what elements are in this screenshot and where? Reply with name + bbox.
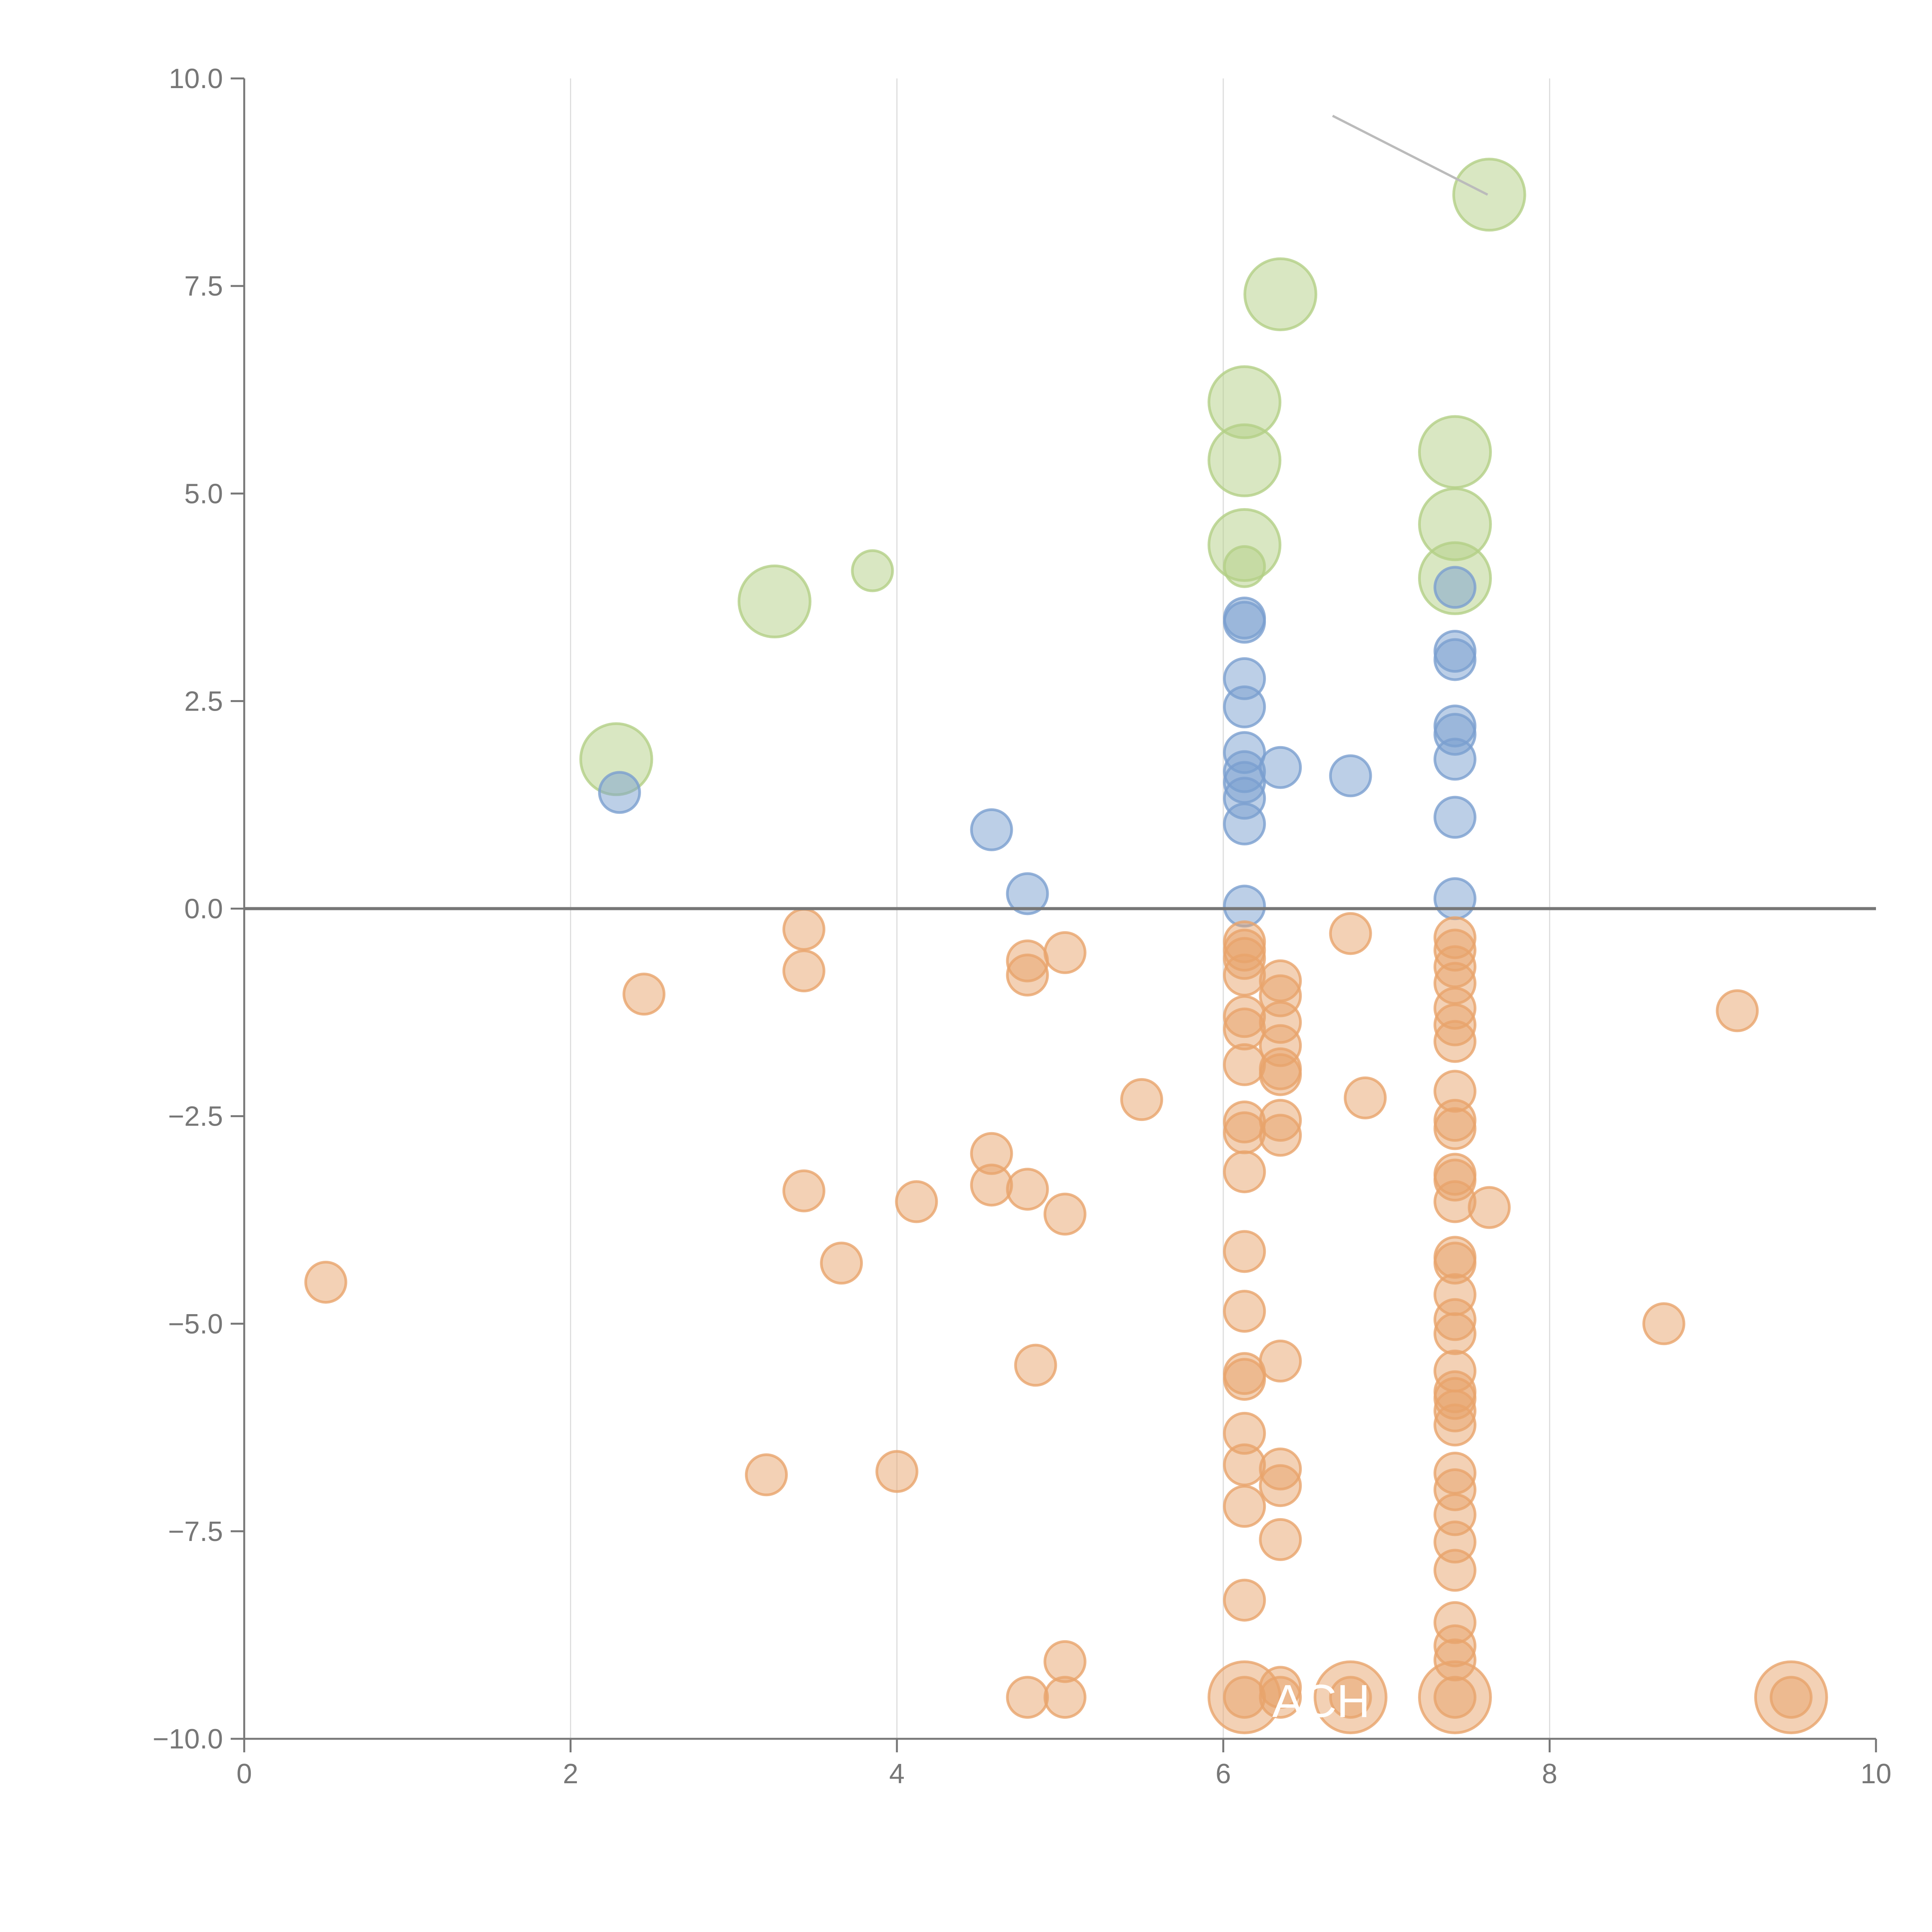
data-point-orange (782, 949, 825, 993)
x-tick-label: 4 (889, 1759, 905, 1789)
data-point-green (1223, 545, 1266, 588)
data-point-orange (1120, 1078, 1163, 1121)
data-point-orange (1259, 1114, 1302, 1157)
x-tick-label: 10 (1861, 1759, 1891, 1789)
y-tick-label: −7.5 (168, 1516, 223, 1547)
data-point-orange (895, 1180, 938, 1223)
x-tick-label: 6 (1216, 1759, 1231, 1789)
data-point-orange (1468, 1186, 1511, 1229)
data-point-blue (1223, 685, 1266, 728)
data-point-blue (1433, 566, 1476, 609)
data-point-blue (1433, 738, 1476, 781)
data-point-orange (1043, 1640, 1087, 1683)
data-point-orange (970, 1163, 1013, 1207)
data-point-blue (970, 808, 1013, 851)
data-point-orange (1259, 1053, 1302, 1096)
y-tick-label: 2.5 (184, 686, 223, 717)
data-point-orange (820, 1242, 863, 1285)
data-point-blue (1006, 872, 1049, 915)
data-point-blue (1433, 877, 1476, 920)
data-point-orange (1014, 1344, 1057, 1387)
data-point-orange (1223, 1485, 1266, 1528)
data-point-orange (782, 1169, 825, 1213)
data-point-orange (745, 1453, 788, 1497)
data-point-blue (1223, 802, 1266, 845)
data-point-green (851, 549, 894, 592)
data-point-orange (1223, 1358, 1266, 1401)
data-point-orange (875, 1450, 918, 1493)
data-point-orange (1223, 1230, 1266, 1273)
data-point-orange (1329, 912, 1372, 955)
data-point-orange (1433, 1312, 1476, 1355)
data-point-orange (1006, 953, 1049, 997)
data-point-green (737, 565, 811, 639)
y-tick-label: 10.0 (169, 63, 223, 94)
data-points (304, 158, 1828, 1735)
data-point-orange (1208, 1660, 1282, 1735)
x-tick-label: 8 (1542, 1759, 1557, 1789)
data-point-orange (1716, 989, 1759, 1032)
data-point-orange (622, 973, 666, 1016)
data-point-orange (1433, 1020, 1476, 1063)
data-point-orange (1223, 1578, 1266, 1622)
data-point-blue (1433, 796, 1476, 839)
annotation-label: ACH (1272, 1675, 1370, 1727)
x-tick-label: 2 (563, 1759, 578, 1789)
y-tick-label: 0.0 (184, 894, 223, 925)
data-point-orange (1006, 1676, 1049, 1719)
data-point-orange (1433, 1549, 1476, 1592)
data-point-orange (1259, 1464, 1302, 1507)
data-point-orange (1043, 931, 1087, 974)
leader-line (1332, 115, 1488, 196)
data-point-blue (1259, 746, 1302, 789)
data-point-orange (1223, 1443, 1266, 1486)
data-point-orange (1433, 1107, 1476, 1150)
data-point-orange (1223, 1290, 1266, 1333)
data-point-orange (782, 908, 825, 951)
data-point-orange (1418, 1660, 1492, 1735)
data-point-green (1243, 257, 1318, 332)
data-point-blue (1433, 638, 1476, 681)
data-point-blue (1223, 884, 1266, 928)
data-point-orange (1043, 1192, 1087, 1236)
data-point-orange (1006, 1168, 1049, 1211)
y-tick-label: −10.0 (153, 1724, 223, 1755)
data-point-blue (1223, 600, 1266, 644)
data-point-orange (1259, 1339, 1302, 1383)
y-tick-label: −2.5 (168, 1101, 223, 1132)
data-point-orange (1344, 1076, 1387, 1119)
data-point-blue (598, 771, 641, 814)
data-point-orange (1259, 1518, 1302, 1561)
y-tick-label: 7.5 (184, 271, 223, 302)
data-point-green (1418, 415, 1492, 489)
data-point-orange (1642, 1302, 1685, 1345)
data-point-orange (1223, 1043, 1266, 1086)
data-point-orange (304, 1260, 347, 1304)
data-point-orange (1754, 1660, 1828, 1735)
data-point-orange (1223, 953, 1266, 997)
data-point-orange (1223, 1150, 1266, 1194)
data-point-orange (1223, 1007, 1266, 1051)
data-point-orange (1433, 1403, 1476, 1447)
y-tick-label: −5.0 (168, 1309, 223, 1340)
data-point-orange (1313, 1660, 1388, 1735)
x-tick-label: 0 (236, 1759, 252, 1789)
data-point-orange (1223, 1111, 1266, 1155)
data-point-green (1208, 423, 1282, 497)
data-point-blue (1329, 754, 1372, 798)
data-point-green (1452, 158, 1526, 232)
y-tick-label: 5.0 (184, 478, 223, 509)
axes: 0 2 4 6 8 10 10.0 7.5 5.0 2.5 0.0 −2.5 −5.0 −7.5 −10.0 (153, 63, 1891, 1789)
data-point-orange (1043, 1676, 1087, 1719)
